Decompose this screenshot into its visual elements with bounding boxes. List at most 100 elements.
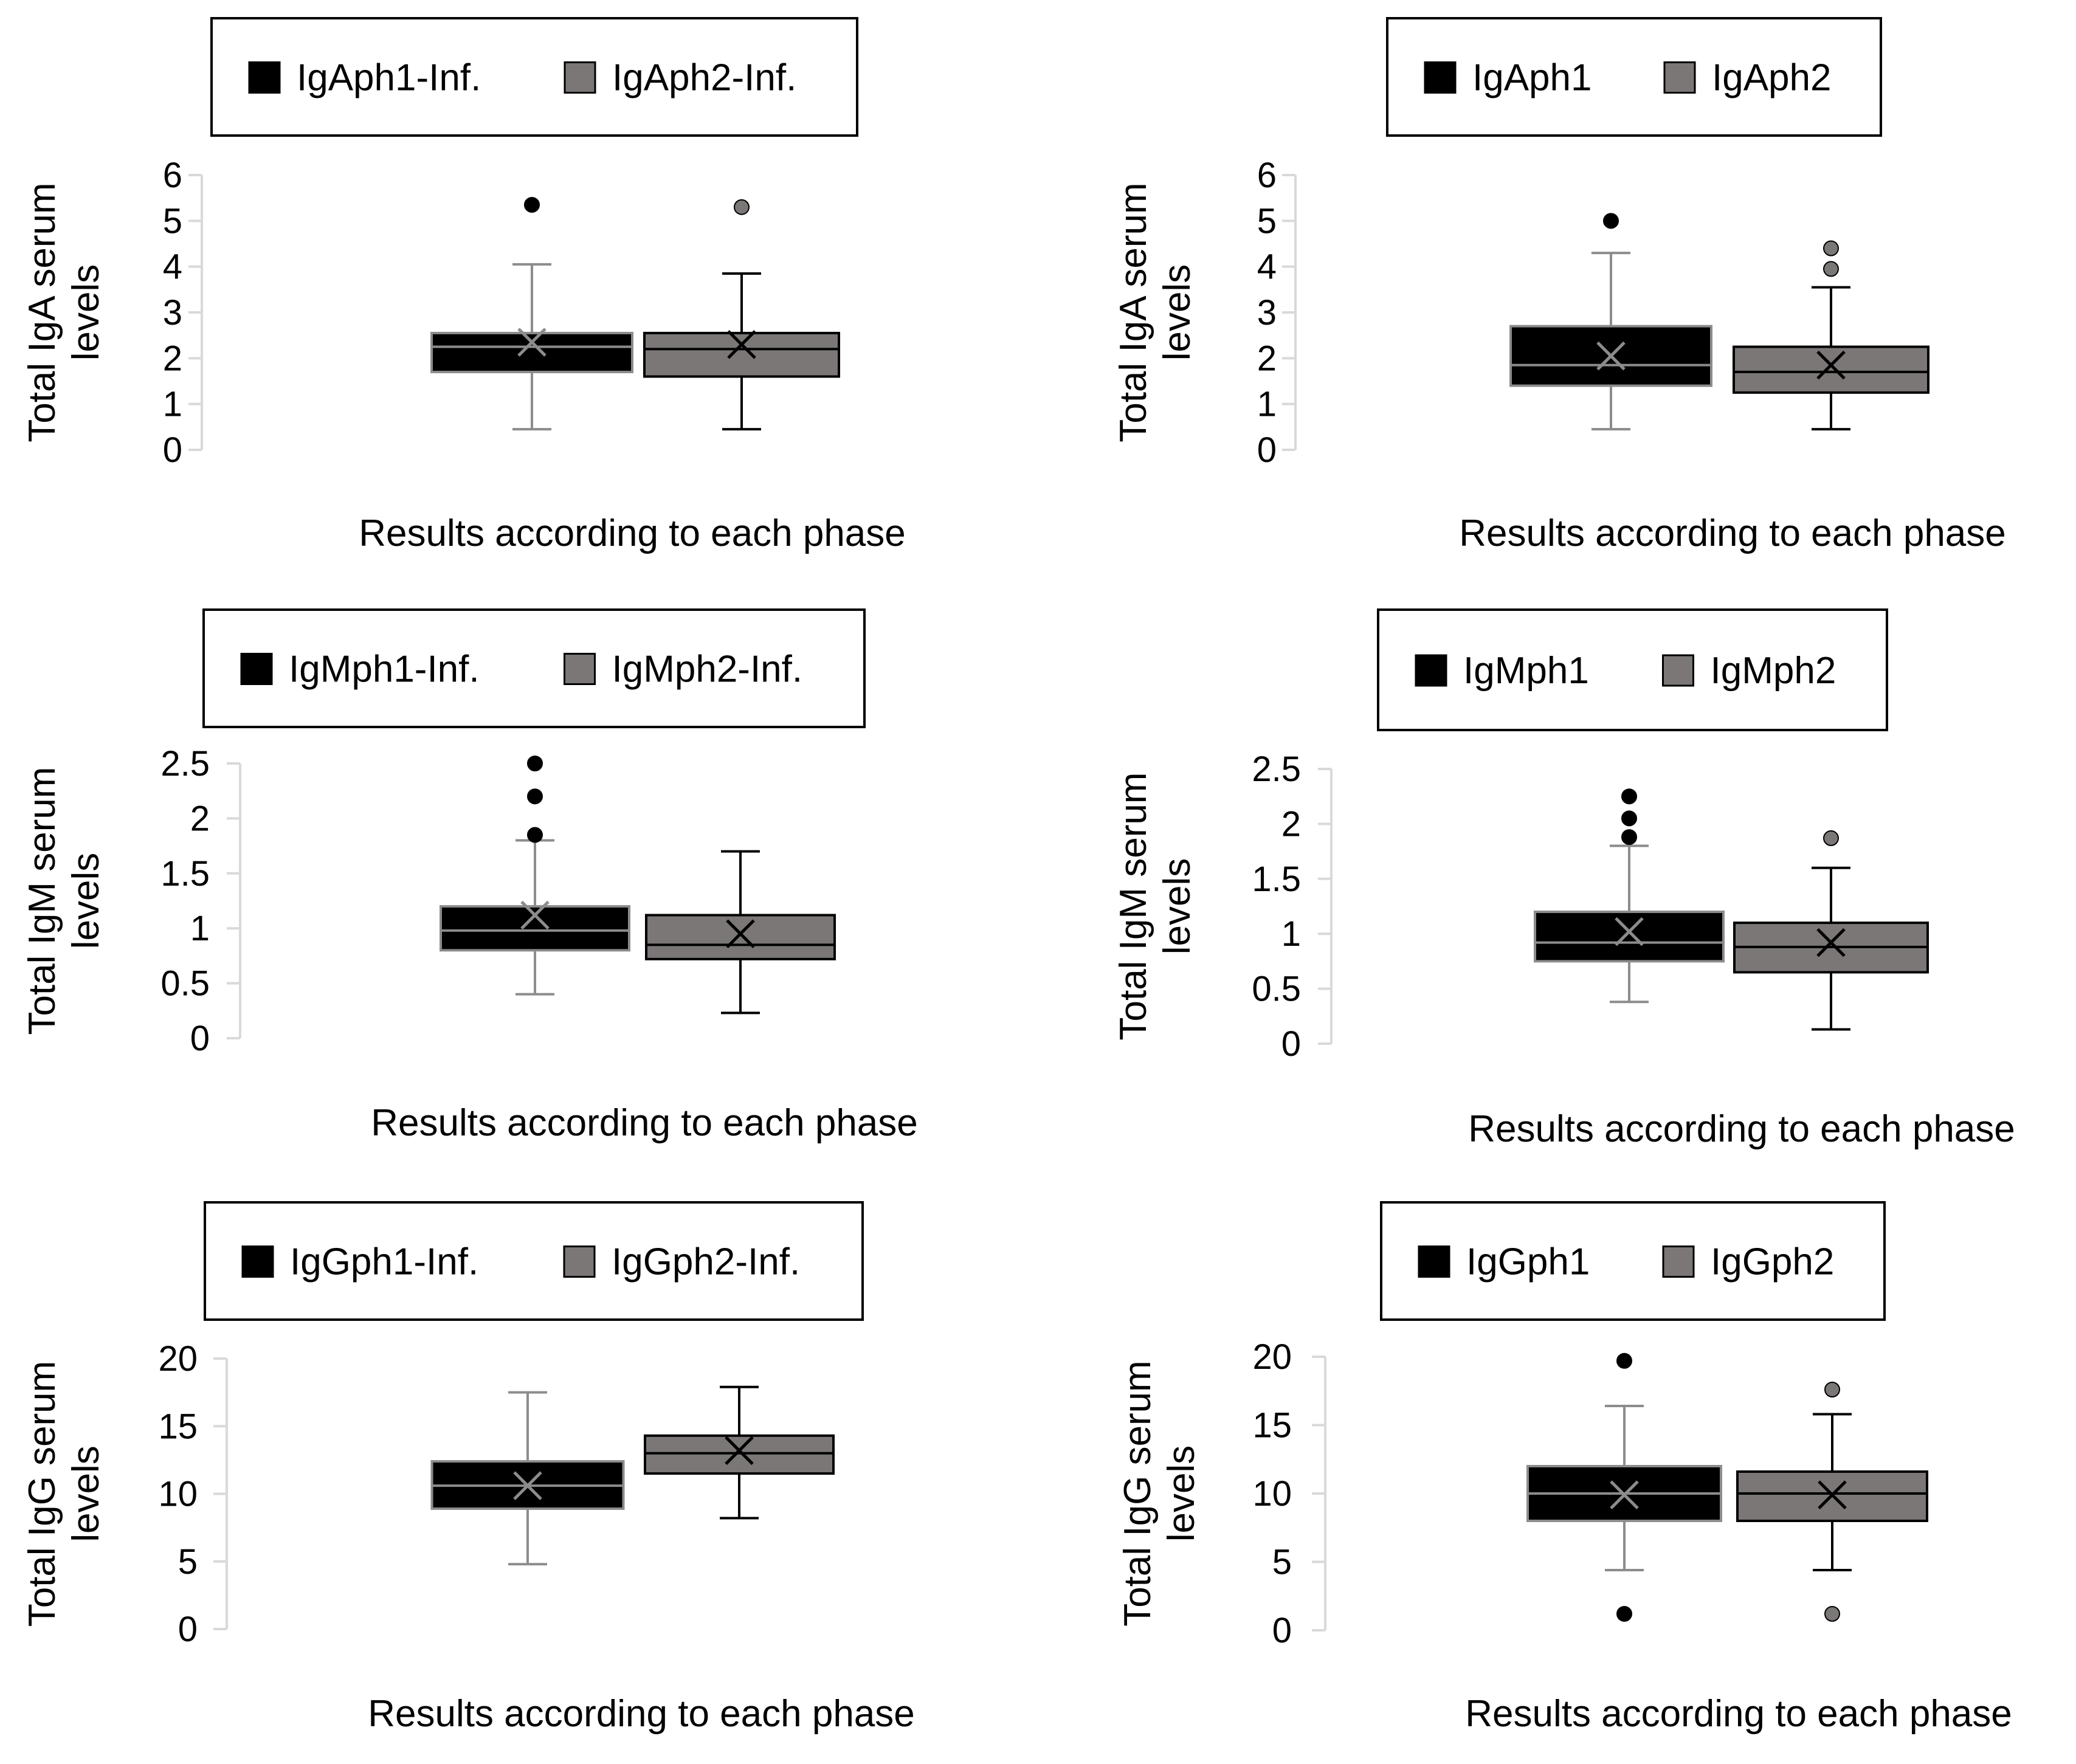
y-axis-title-line-1: Total IgA serum (21, 182, 63, 442)
outlier-point (1823, 240, 1839, 257)
legend-swatch-phase2 (563, 1245, 596, 1278)
x-axis-title: Results according to each phase (1459, 512, 2006, 554)
y-axis-title-line-2: levels (1156, 264, 1198, 361)
legend-label-phase2: IgMph2 (1711, 650, 1836, 692)
outlier-point (1824, 1606, 1840, 1622)
outlier-point (734, 199, 750, 215)
legend-label-phase1: IgMph1-Inf. (289, 649, 480, 691)
box-iqr (1509, 325, 1712, 387)
legend-label-phase1: IgAph1-Inf. (297, 57, 481, 99)
outlier-point (1621, 829, 1637, 846)
outlier-point (1621, 788, 1637, 805)
box-phase2 (643, 199, 840, 431)
legend-label-phase2: IgGph2-Inf. (612, 1241, 800, 1283)
legend-swatch-phase1 (248, 61, 281, 94)
y-tick-label: 5 (1272, 1543, 1292, 1582)
x-axis-title: Results according to each phase (359, 512, 906, 554)
chart-panel-1: IgAph1-Inf. IgAph2-Inf. 0 1 2 3 4 5 6 Total IgA s… (21, 17, 906, 554)
chart-panel-3: IgMph1-Inf. IgMph2-Inf. 0 0.5 1 1.5 2 2.5 Total … (21, 608, 918, 1144)
legend-box (202, 608, 866, 728)
legend-swatch-phase1 (1415, 654, 1447, 687)
box-phase1 (1526, 1352, 1722, 1622)
mean-marker (517, 328, 547, 357)
mean-marker (726, 919, 755, 949)
y-axis-title: Total IgA serum levels (21, 182, 107, 442)
chart-panel-6: IgGph1 IgGph2 0 5 10 15 20 Total IgG serum level… (1117, 1201, 2012, 1735)
outlier-point (1616, 1352, 1632, 1369)
y-axis-title-line-1: Total IgG serum (21, 1361, 63, 1627)
box-phase1 (1509, 213, 1712, 431)
y-axis-title-line-2: levels (65, 264, 107, 361)
box-phase2 (644, 1385, 835, 1520)
y-axis-title-line-2: levels (65, 853, 107, 949)
mean-marker (1816, 350, 1846, 380)
legend-box (1386, 17, 1882, 137)
legend-box (204, 1201, 864, 1321)
y-tick-label: 0.5 (1252, 970, 1301, 1009)
outlier-point (1621, 810, 1637, 827)
y-tick-label: 20 (1252, 1337, 1292, 1377)
outlier-point (1603, 213, 1619, 229)
legend-label-phase1: IgGph1 (1466, 1241, 1590, 1283)
y-axis-title: Total IgA serum levels (1112, 182, 1198, 442)
y-tick-label: 1 (1281, 914, 1301, 954)
y-tick-label: 2 (1281, 804, 1301, 844)
box-iqr (430, 331, 633, 373)
y-tick-label: 10 (158, 1475, 198, 1514)
y-tick-label: 2 (1257, 339, 1277, 378)
chart-panel-5: IgGph1-Inf. IgGph2-Inf. 0 5 10 15 20 Total IgG … (21, 1201, 915, 1735)
y-tick-label: 5 (1257, 201, 1277, 241)
y-tick-label: 3 (1257, 293, 1277, 332)
y-tick-label: 2 (163, 339, 182, 378)
x-axis-title: Results according to each phase (1465, 1693, 2012, 1735)
y-axis-title: Total IgM serum levels (21, 767, 107, 1035)
y-tick-label: 5 (163, 201, 182, 241)
legend-swatch-phase1 (240, 653, 273, 685)
mean-marker (725, 1436, 754, 1466)
legend-label-phase2: IgGph2 (1711, 1241, 1834, 1283)
legend-label-phase1: IgMph1 (1463, 650, 1589, 692)
y-tick-label: 1 (190, 909, 210, 948)
y-tick-label: 2.5 (160, 744, 210, 784)
y-tick-label: 0 (163, 430, 182, 470)
y-tick-label: 1 (163, 385, 182, 424)
outlier-point (527, 827, 543, 843)
mean-marker (1615, 917, 1644, 946)
legend-swatch-phase1 (1424, 61, 1457, 94)
outlier-point (527, 788, 543, 805)
y-tick-label: 1.5 (160, 854, 210, 894)
y-tick-label: 0 (190, 1019, 210, 1058)
y-axis-title-line-1: Total IgA serum (1112, 182, 1154, 442)
y-tick-label: 0 (1272, 1611, 1292, 1650)
y-axis-title: Total IgM serum levels (1112, 772, 1198, 1040)
legend-label-phase2: IgAph2-Inf. (612, 57, 796, 99)
y-tick-label: 1.5 (1252, 860, 1301, 899)
legend-swatch-phase2 (564, 653, 596, 685)
outlier-point (524, 196, 540, 213)
y-tick-label: 4 (1257, 247, 1277, 287)
legend-swatch-phase2 (1662, 1245, 1695, 1278)
x-axis-title: Results according to each phase (1468, 1108, 2015, 1150)
legend-label-phase2: IgMph2-Inf. (612, 649, 803, 691)
y-tick-label: 1 (1257, 385, 1277, 424)
mean-marker (1818, 1480, 1847, 1510)
box-phase2 (645, 850, 836, 1015)
y-tick-label: 5 (178, 1542, 198, 1582)
box-phase2 (1733, 830, 1929, 1031)
legend-swatch-phase1 (241, 1245, 274, 1278)
y-axis-title-line-2: levels (65, 1445, 107, 1542)
legend-swatch-phase2 (564, 61, 596, 94)
outlier-point (1823, 261, 1839, 277)
mean-marker (520, 900, 550, 930)
y-tick-label: 4 (163, 247, 182, 287)
outlier-point (1823, 830, 1839, 846)
y-tick-label: 6 (1257, 156, 1277, 195)
y-tick-label: 6 (163, 156, 182, 195)
box-phase1 (440, 756, 630, 996)
box-phase2 (1733, 240, 1929, 431)
legend-label-phase1: IgGph1-Inf. (290, 1241, 478, 1283)
box-iqr (643, 331, 840, 378)
outlier-point (1824, 1382, 1840, 1397)
box-phase1 (430, 196, 633, 431)
